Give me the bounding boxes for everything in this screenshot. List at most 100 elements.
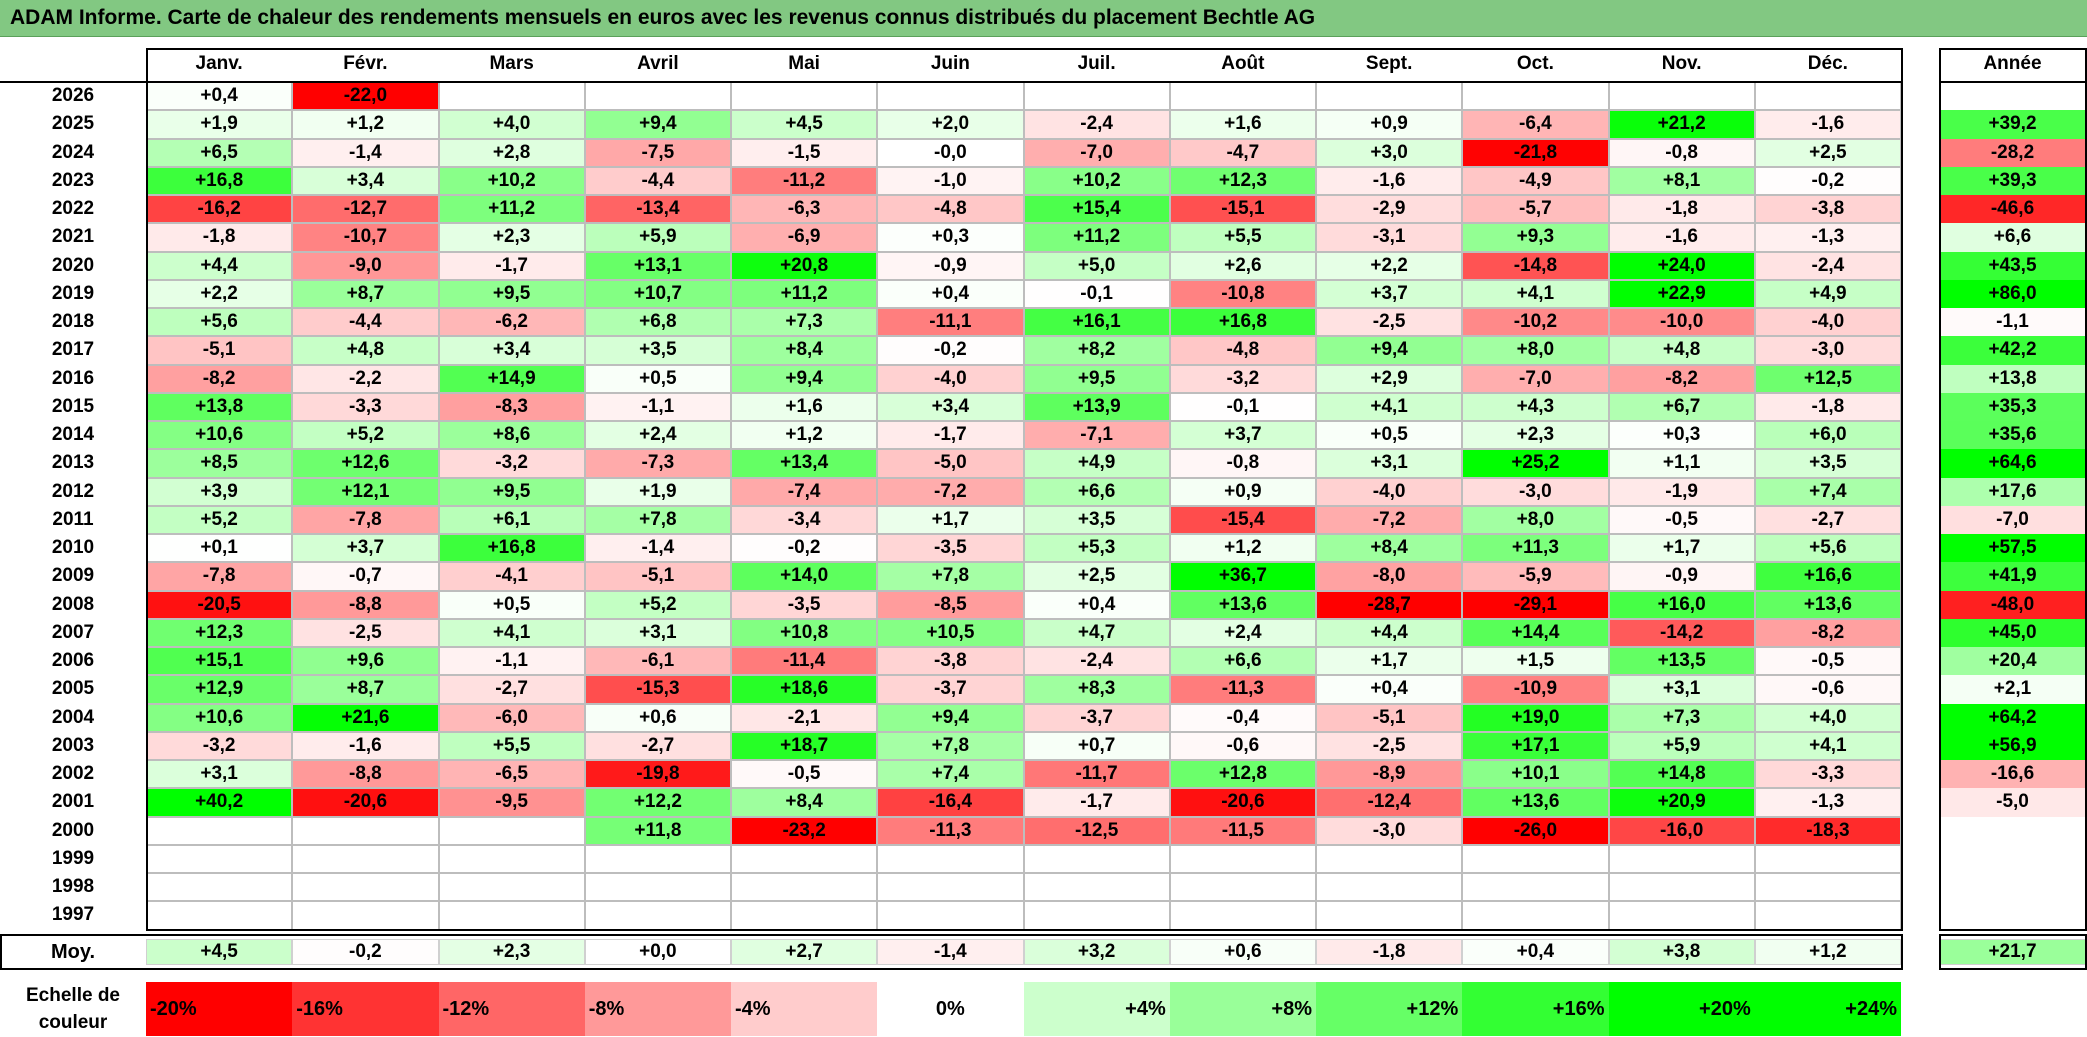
month-header: Févr. (343, 53, 388, 74)
heatmap-cell: -4,4 (292, 308, 439, 337)
year-label: 2014 (51, 424, 95, 445)
heatmap-cell: -5,1 (1316, 703, 1463, 732)
color-scale-cell: 0% (877, 982, 1024, 1036)
heatmap-cell: +8,4 (731, 336, 878, 365)
annual-cell: +35,3 (1939, 392, 2086, 421)
heatmap-cell: -6,4 (1462, 110, 1609, 139)
heatmap-cell: -2,7 (584, 731, 731, 760)
heatmap-cell (1462, 82, 1609, 111)
color-scale-label: Echelle de couleur (0, 982, 146, 1036)
heatmap-cell: +4,4 (1316, 618, 1463, 647)
heatmap-cell: +1,1 (1608, 449, 1755, 478)
heatmap-cell: +0,5 (1316, 421, 1463, 450)
heatmap-cell (584, 873, 731, 902)
heatmap-cell: +6,5 (146, 138, 293, 167)
color-scale-cell: -16% (292, 982, 439, 1036)
heatmap-cell: -0,4 (1169, 703, 1316, 732)
heatmap-cell: +4,0 (1754, 703, 1901, 732)
heatmap-cell: +6,6 (1169, 647, 1316, 676)
month-header: Juin (930, 53, 970, 74)
heatmap-cell: +16,8 (438, 534, 585, 563)
annual-cell: +39,3 (1939, 166, 2086, 195)
heatmap-cell: +11,2 (1023, 223, 1170, 252)
heatmap-cell: -12,5 (1023, 816, 1170, 845)
heatmap-cell: -2,1 (731, 703, 878, 732)
annual-cell (1939, 816, 2086, 845)
heatmap-cell: +12,9 (146, 675, 293, 704)
heatmap-cell: +11,8 (584, 816, 731, 845)
heatmap-cell (1754, 82, 1901, 111)
heatmap-cell: +9,4 (877, 703, 1024, 732)
heatmap-cell: +2,4 (584, 421, 731, 450)
heatmap-cell: -2,4 (1023, 110, 1170, 139)
heatmap-cell: -3,2 (1169, 364, 1316, 393)
annual-cell: +57,5 (1939, 534, 2086, 563)
heatmap-cell: +13,6 (1754, 590, 1901, 619)
year-label: 2004 (51, 706, 95, 728)
heatmap-cell: +15,1 (146, 647, 293, 676)
heatmap-cell: +14,8 (1608, 760, 1755, 789)
heatmap-cell: -1,1 (438, 647, 585, 676)
heatmap-cell: -16,2 (146, 195, 293, 224)
heatmap-cell: +4,9 (1023, 449, 1170, 478)
heatmap-cell (584, 844, 731, 873)
heatmap-cell: +18,6 (731, 675, 878, 704)
heatmap-cell: -12,7 (292, 195, 439, 224)
heatmap-cell: +3,1 (1608, 675, 1755, 704)
average-cell: +1,2 (1754, 939, 1901, 965)
heatmap-cell (1316, 873, 1463, 902)
heatmap-cell: -6,0 (438, 703, 585, 732)
heatmap-cell: -1,7 (1023, 788, 1170, 817)
color-scale-cell: +20% (1608, 982, 1755, 1036)
heatmap-cell: -0,7 (292, 562, 439, 591)
heatmap-cell: +4,1 (1754, 731, 1901, 760)
heatmap-cell: -15,4 (1169, 505, 1316, 534)
annual-cell: +45,0 (1939, 618, 2086, 647)
year-label: 1998 (51, 876, 95, 897)
heatmap-cell: -6,1 (584, 647, 731, 676)
heatmap-cell: +5,2 (146, 505, 293, 534)
color-scale-cell: -20% (146, 982, 293, 1036)
heatmap-cell: +16,1 (1023, 308, 1170, 337)
heatmap-cell: +3,1 (1316, 449, 1463, 478)
heatmap-cell: +1,2 (1169, 534, 1316, 563)
heatmap-cell: -3,7 (877, 675, 1024, 704)
heatmap-cell: +16,0 (1608, 590, 1755, 619)
heatmap-cell: -7,0 (1023, 138, 1170, 167)
heatmap-cell: +13,6 (1462, 788, 1609, 817)
heatmap-cell: +13,6 (1169, 590, 1316, 619)
heatmap-cell: -7,5 (584, 138, 731, 167)
heatmap-cell: +6,1 (438, 505, 585, 534)
heatmap-cell: -3,5 (731, 590, 878, 619)
heatmap-cell: +1,7 (877, 505, 1024, 534)
heatmap-cell: +8,4 (1316, 534, 1463, 563)
color-scale-label-line1: Echelle de (26, 985, 120, 1006)
heatmap-cell: -11,3 (877, 816, 1024, 845)
heatmap-cell: -3,8 (877, 647, 1024, 676)
heatmap-cell: +7,8 (584, 505, 731, 534)
heatmap-cell: -26,0 (1462, 816, 1609, 845)
heatmap-cell: -11,5 (1169, 816, 1316, 845)
heatmap-cell: -1,6 (292, 731, 439, 760)
heatmap-cell: +3,7 (292, 534, 439, 563)
heatmap-cell: -1,6 (1316, 166, 1463, 195)
heatmap-cell: +9,3 (1462, 223, 1609, 252)
heatmap-cell: +4,8 (1608, 336, 1755, 365)
heatmap-cell (584, 901, 731, 930)
year-label: 2013 (51, 452, 95, 474)
heatmap-cell: -0,5 (1608, 505, 1755, 534)
month-header: Juil. (1077, 53, 1116, 74)
month-header: Sept. (1365, 53, 1413, 74)
heatmap-cell: +16,8 (1169, 308, 1316, 337)
heatmap-cell: -11,7 (1023, 760, 1170, 789)
heatmap-cell: +10,5 (877, 618, 1024, 647)
heatmap-cell: +10,1 (1462, 760, 1609, 789)
heatmap-cell: +8,4 (731, 788, 878, 817)
color-scale-cell: -4% (731, 982, 878, 1036)
heatmap-cell: -1,8 (1754, 392, 1901, 421)
heatmap-cell: +40,2 (146, 788, 293, 817)
heatmap-cell: +9,5 (438, 279, 585, 308)
color-scale-label-line2: couleur (38, 1012, 108, 1033)
average-cell: +0,4 (1462, 939, 1609, 965)
heatmap-cell (146, 844, 293, 873)
